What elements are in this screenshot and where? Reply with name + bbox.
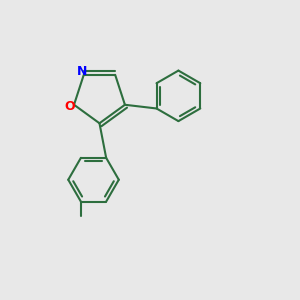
Text: O: O [64,100,75,113]
Text: N: N [77,65,88,78]
